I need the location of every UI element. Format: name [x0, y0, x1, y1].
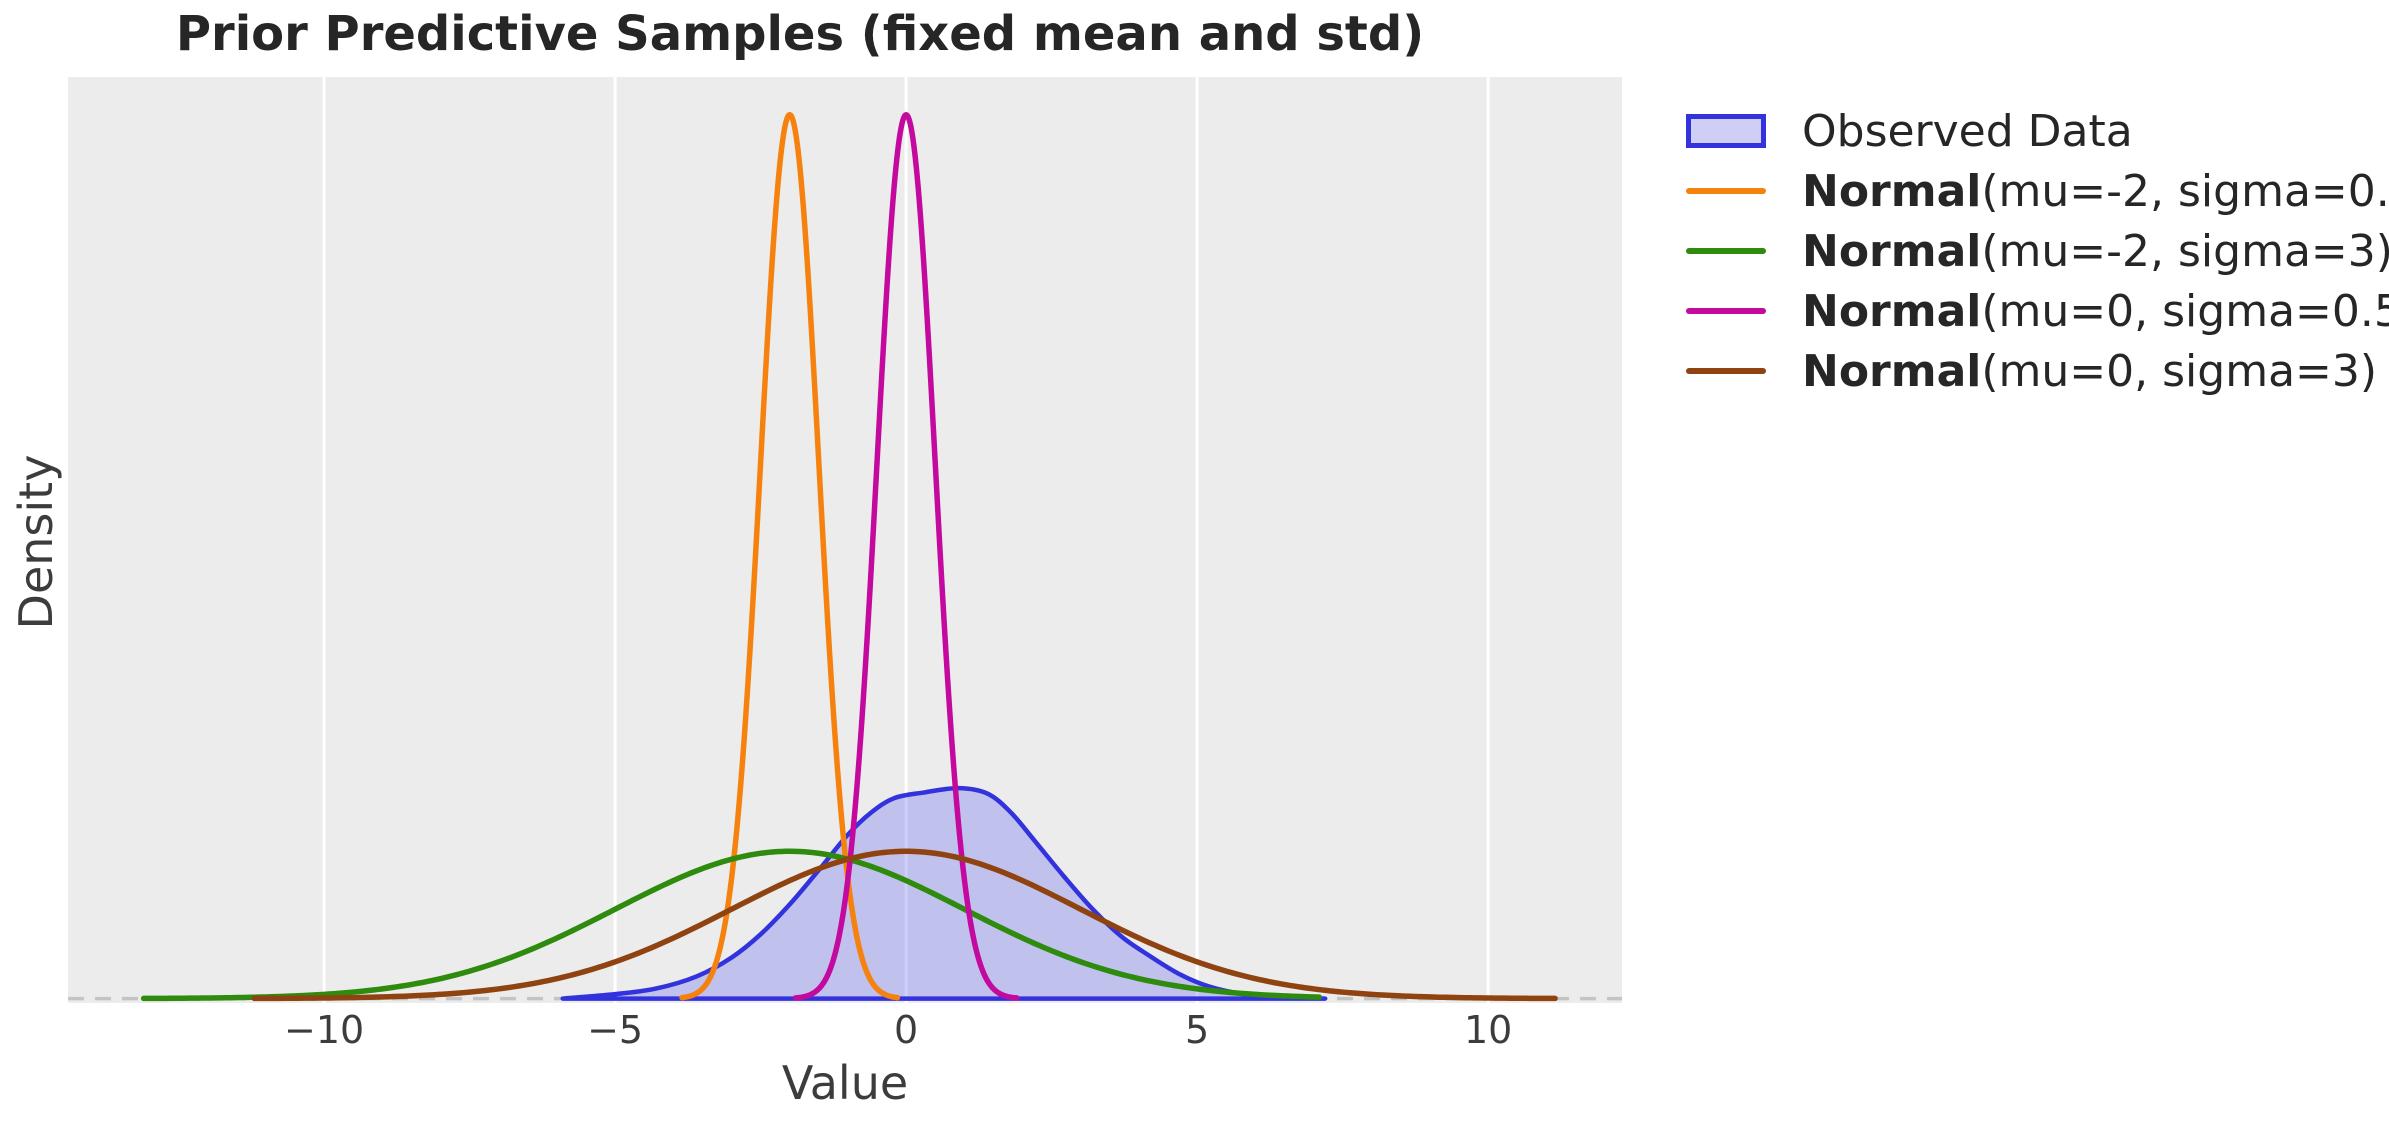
legend-line-swatch [1686, 308, 1766, 314]
legend-key-color [1686, 188, 1766, 194]
legend-label: Normal(mu=0, sigma=0.5) [1802, 285, 2389, 337]
legend-label: Observed Data [1802, 105, 2133, 157]
x-tick-label: 10 [1463, 1008, 1513, 1052]
legend-key-color [1686, 368, 1766, 374]
legend-item: Normal(mu=0, sigma=0.5) [1686, 281, 2389, 341]
x-tick-label: 0 [894, 1008, 919, 1052]
normal-curve-0 [679, 111, 901, 1001]
chart-title: Prior Predictive Samples (fixed mean and… [175, 6, 1425, 62]
legend-label: Normal(mu=-2, sigma=3) [1802, 225, 2389, 277]
x-axis-label: Value [781, 1056, 909, 1110]
observed-kde-line [560, 785, 1328, 1001]
legend: Observed Data Normal(mu=-2, sigma=0.5) Nor… [1686, 101, 2389, 401]
legend-item: Normal(mu=-2, sigma=0.5) [1686, 161, 2389, 221]
x-tick-label: −5 [587, 1008, 644, 1052]
normal-curve-2 [792, 111, 1020, 1001]
legend-item: Normal(mu=-2, sigma=3) [1686, 221, 2389, 281]
legend-line-swatch [1686, 248, 1766, 254]
legend-line-swatch [1686, 368, 1766, 374]
legend-label: Normal(mu=0, sigma=3) [1802, 345, 2378, 397]
legend-key-color [1686, 308, 1766, 314]
legend-key-color [1686, 248, 1766, 254]
observed-kde-fill [562, 788, 1326, 999]
normal-curve-1 [140, 848, 1323, 1002]
x-tick-label: −10 [283, 1008, 365, 1052]
x-tick-label: 5 [1185, 1008, 1210, 1052]
legend-label: Normal(mu=-2, sigma=0.5) [1802, 165, 2389, 217]
legend-item: Observed Data [1686, 101, 2389, 161]
legend-key-color [1686, 114, 1766, 148]
legend-line-swatch [1686, 188, 1766, 194]
normal-curve-3 [251, 848, 1558, 1002]
legend-patch-swatch [1686, 114, 1766, 148]
legend-item: Normal(mu=0, sigma=3) [1686, 341, 2389, 401]
y-axis-label: Density [9, 454, 63, 630]
